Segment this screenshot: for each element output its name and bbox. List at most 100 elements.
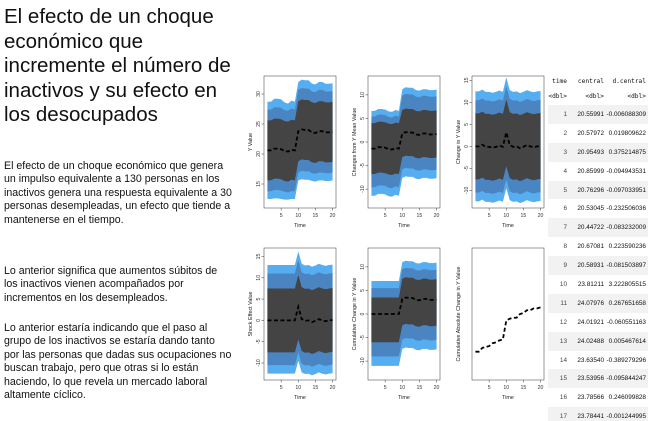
- table-row: 10 23.81211 3.222805515: [548, 275, 648, 294]
- y-tick-label: 10: [256, 275, 262, 281]
- y-tick-label: -10: [256, 359, 262, 367]
- table-cell: 1: [563, 110, 567, 118]
- table-cell: 20.55991: [577, 110, 604, 118]
- table-cell: 0.246099828: [608, 394, 646, 402]
- x-tick-label: 15: [313, 385, 319, 391]
- table-cell: 16: [559, 394, 567, 402]
- plot-panel-1: 5 10 15 20 15 20 25 30 Time Y Value: [248, 75, 337, 229]
- x-tick-label: 10: [503, 213, 509, 219]
- y-tick-label: 5: [360, 289, 366, 292]
- x-tick-label: 15: [417, 385, 423, 391]
- table-cell: 20.58931: [577, 262, 604, 270]
- table-row: 9 20.58931 -0.081503897: [548, 256, 648, 276]
- y-tick-label: 5: [464, 123, 470, 126]
- table-row: 3 20.95493 0.375214875: [548, 142, 648, 162]
- x-tick-label: 15: [521, 385, 527, 391]
- table-row: 14 23.63540 -0.389279296: [548, 351, 648, 370]
- x-tick-label: 5: [384, 213, 387, 219]
- table-cell: 0.019809622: [608, 129, 646, 137]
- table-row: 4 20.85999 -0.094943531: [548, 162, 648, 181]
- col-type-time: <dbl>: [548, 92, 567, 100]
- central-series-line: [475, 132, 541, 150]
- y-axis-label: Cumulative Change in Y Value: [352, 278, 358, 351]
- x-axis-label: Time: [502, 395, 514, 401]
- table-cell: -0.060551163: [607, 318, 646, 326]
- x-tick-label: 10: [399, 213, 405, 219]
- y-tick-label: 0: [360, 140, 366, 143]
- confidence-band-inner: [267, 99, 333, 182]
- table-cell: -0.001244995: [606, 413, 646, 421]
- table-row: 17 23.78441 -0.001244995: [548, 407, 648, 421]
- table-cell: 4: [563, 167, 567, 175]
- paragraph-2: Lo anterior significa que aumentos súbit…: [4, 265, 218, 304]
- table-cell: 20.44722: [577, 224, 604, 232]
- y-tick-label: 15: [256, 181, 262, 187]
- central-series-line: [371, 296, 437, 315]
- table-cell: 20.67081: [577, 243, 604, 251]
- x-tick-label: 5: [280, 213, 283, 219]
- y-tick-label: 20: [256, 151, 262, 157]
- table-row: 15 23.53956 -0.095844247: [548, 369, 648, 389]
- x-tick-label: 5: [280, 385, 283, 391]
- central-series-line: [475, 306, 541, 353]
- x-tick-label: 20: [330, 213, 336, 219]
- x-tick-label: 5: [488, 385, 491, 391]
- x-tick-label: 20: [538, 385, 544, 391]
- table-row: 1 20.55991 -0.006088309: [548, 105, 648, 124]
- table-cell: 10: [559, 280, 567, 288]
- table-cell: -0.081503897: [606, 262, 646, 270]
- table-cell: 6: [563, 205, 567, 213]
- plot-panel-4: 5 10 15 20 -10 -5 0 5 10 15 Time Shock Effect Value: [248, 247, 337, 401]
- table-cell: 20.76296: [577, 186, 604, 194]
- table-header: time central d.central: [548, 76, 648, 87]
- table-cell: 9: [563, 262, 567, 270]
- y-tick-label: 10: [360, 264, 366, 270]
- table-cell: -0.083232009: [606, 224, 646, 232]
- plot-panel-5: 5 10 15 20 -10 -5 0 5 10 Time Cumulative Change in…: [352, 247, 441, 401]
- y-tick-label: -10: [360, 357, 366, 365]
- table-cell: 0.375214875: [608, 148, 646, 156]
- table-cell: -0.095844247: [606, 375, 646, 383]
- table-cell: 0.005467614: [608, 337, 646, 345]
- table-row: 8 20.67081 0.223590236: [548, 237, 648, 256]
- central-series-line: [371, 131, 437, 151]
- confidence-band-inner: [371, 108, 437, 175]
- table-cell: 3: [563, 148, 567, 156]
- table-cell: 20.53045: [577, 205, 604, 213]
- impulse-response-plots: 5 10 15 20 15 20 25 30 Time Y Value 5 10 15 20 -10 -5 0 5…: [240, 68, 548, 408]
- table-cell: 20.85999: [577, 167, 604, 175]
- table-cell: 2: [563, 129, 567, 137]
- table-cell: 24.07976: [577, 299, 604, 307]
- table-cell: 23.78441: [577, 413, 604, 421]
- x-tick-label: 5: [488, 213, 491, 219]
- x-tick-label: 15: [417, 213, 423, 219]
- col-type-d-central: <dbl>: [627, 92, 646, 100]
- central-series-line: [267, 303, 333, 324]
- table-row: 7 20.44722 -0.083232009: [548, 218, 648, 238]
- table-cell: 23.53956: [577, 375, 604, 383]
- plot-panel-3: 5 10 15 20 -10 -5 0 5 10 15 Time Change in Y Value: [456, 75, 545, 229]
- paragraph-1: El efecto de un choque económico que gen…: [4, 160, 232, 226]
- central-series-line: [267, 128, 333, 153]
- table-cell: -0.097033951: [606, 186, 646, 194]
- y-tick-label: 10: [360, 92, 366, 98]
- x-axis-label: Time: [294, 395, 306, 401]
- table-row: 11 24.07976 0.267651658: [548, 293, 648, 313]
- table-cell: 12: [559, 318, 567, 326]
- y-tick-label: 5: [256, 298, 262, 301]
- x-axis-label: Time: [502, 223, 514, 229]
- y-tick-label: 0: [360, 312, 366, 315]
- x-tick-label: 20: [538, 213, 544, 219]
- table-row: 6 20.53045 -0.232506036: [548, 199, 648, 218]
- x-tick-label: 20: [434, 213, 440, 219]
- y-tick-label: -5: [360, 163, 366, 168]
- table-cell: 24.01921: [577, 318, 604, 326]
- y-tick-label: -5: [256, 339, 262, 344]
- plot-panel-2: 5 10 15 20 -10 -5 0 5 10 Time Changes from Y Mean …: [352, 75, 441, 229]
- x-tick-label: 20: [434, 385, 440, 391]
- table-cell: 3.222805515: [608, 280, 646, 288]
- table-cell: 24.02488: [577, 337, 604, 345]
- table-cell: 23.81211: [577, 280, 604, 288]
- table-cell: 14: [559, 356, 567, 364]
- y-tick-label: 5: [360, 117, 366, 120]
